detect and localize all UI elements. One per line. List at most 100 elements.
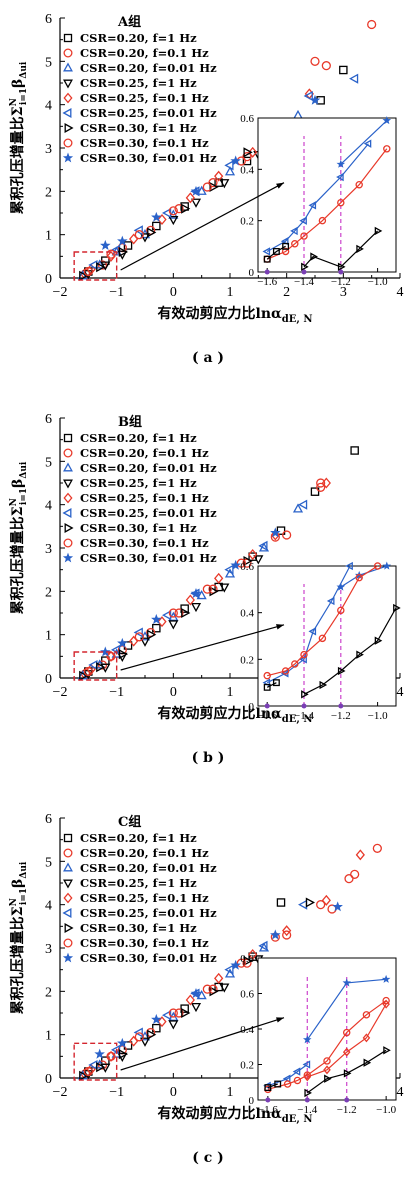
x-tick-label: 0 bbox=[170, 685, 177, 700]
y-tick-label: 2 bbox=[45, 985, 52, 1000]
data-point bbox=[276, 898, 286, 907]
data-point bbox=[157, 1016, 167, 1028]
zoom-arrow-head bbox=[276, 182, 284, 189]
legend-marker bbox=[63, 79, 73, 89]
y-tick-label: 1 bbox=[45, 1029, 52, 1044]
data-point bbox=[79, 270, 89, 281]
y-tick-label: 6 bbox=[45, 412, 52, 427]
data-point bbox=[96, 1062, 106, 1073]
y-tick-label: 5 bbox=[45, 855, 52, 870]
data-point bbox=[190, 1002, 202, 1013]
inset-data-point bbox=[282, 1074, 291, 1083]
group-label: B组 bbox=[118, 414, 142, 430]
data-point bbox=[208, 178, 218, 188]
data-point bbox=[224, 564, 234, 575]
y-axis-label: 累积孔压增量比ΣNi=1βΔui bbox=[9, 61, 29, 214]
inset-x-tick-label: −1.6 bbox=[257, 710, 277, 722]
data-point bbox=[258, 540, 268, 551]
data-point bbox=[190, 198, 202, 208]
inset-x-tick-label: −1.4 bbox=[294, 276, 314, 288]
inset-data-point bbox=[337, 198, 345, 207]
inset-axis-dot bbox=[264, 703, 270, 709]
data-point bbox=[219, 583, 230, 593]
data-point bbox=[367, 19, 377, 30]
inset-data-point bbox=[355, 573, 363, 582]
data-point bbox=[151, 1013, 162, 1024]
y-tick-label: 6 bbox=[45, 12, 52, 27]
inset-y-tick-label: 0.2 bbox=[240, 654, 254, 666]
inset-y-tick-label: 0.6 bbox=[240, 113, 254, 125]
y-tick-label: 3 bbox=[45, 542, 52, 557]
data-point bbox=[321, 477, 331, 489]
data-point bbox=[117, 235, 128, 246]
data-point bbox=[133, 627, 143, 638]
data-point bbox=[230, 559, 241, 570]
inset-data-point bbox=[302, 1035, 312, 1044]
inset-data-point bbox=[301, 690, 309, 699]
data-point bbox=[100, 239, 111, 250]
inset-y-tick-label: 0.6 bbox=[240, 989, 254, 1001]
data-point bbox=[348, 73, 359, 84]
inset-data-point bbox=[323, 1065, 331, 1075]
inset-data-point bbox=[310, 252, 318, 261]
data-point bbox=[157, 616, 167, 628]
inset-data-point bbox=[280, 237, 289, 246]
x-tick-label: −1 bbox=[109, 1085, 124, 1100]
legend-marker bbox=[64, 923, 74, 933]
inset-data-point bbox=[336, 172, 344, 182]
inset-data-point bbox=[281, 667, 290, 675]
data-point bbox=[168, 206, 178, 216]
y-tick-label: 0 bbox=[45, 1072, 52, 1087]
inset-chart: −1.6−1.4−1.2−1.000.20.40.60.8 bbox=[240, 953, 396, 1116]
data-point bbox=[180, 604, 189, 613]
inset-axis-dot bbox=[265, 1097, 271, 1103]
inset-data-point bbox=[326, 596, 335, 606]
data-point bbox=[94, 1048, 105, 1059]
data-point bbox=[134, 1032, 144, 1042]
data-point bbox=[134, 632, 144, 642]
legend-marker bbox=[62, 952, 74, 963]
chart-panel-a: −2 −1 0 1 2 3 4 0 1 2 3 4 5 6 有效动剪应力比lnαdE, N 累积孔压增量比ΣN… bbox=[9, 12, 404, 366]
zoom-box bbox=[73, 251, 118, 281]
inset-data-point bbox=[272, 248, 280, 255]
x-tick-label: 3 bbox=[340, 285, 347, 300]
group-label: A组 bbox=[117, 14, 141, 30]
inset-data-point bbox=[262, 247, 271, 256]
y-tick-label: 4 bbox=[45, 499, 52, 514]
data-point bbox=[236, 558, 246, 568]
inset-y-tick-label: 0.4 bbox=[240, 608, 254, 620]
inset-x-tick-label: −1.2 bbox=[337, 1104, 357, 1116]
data-point bbox=[339, 65, 348, 75]
inset-data-point bbox=[264, 1084, 272, 1092]
inset-data-point bbox=[382, 999, 390, 1009]
x-axis-label: 有效动剪应力比lnαdE, N bbox=[158, 305, 313, 325]
inset-data-point bbox=[373, 562, 382, 570]
legend-entry: CSR=0.25, f=0.01 Hz bbox=[80, 906, 217, 920]
inset-x-tick-label: −1.4 bbox=[297, 1104, 317, 1116]
data-point bbox=[152, 1023, 161, 1033]
inset-data-point bbox=[319, 680, 328, 690]
y-axis-label: 累积孔压增量比ΣNi=1βΔui bbox=[9, 861, 29, 1014]
data-point bbox=[100, 261, 111, 271]
inset-x-tick-label: −1.2 bbox=[331, 710, 351, 722]
data-point bbox=[282, 925, 292, 937]
inset-series-line bbox=[266, 565, 351, 684]
legend-entry: CSR=0.25, f=1 Hz bbox=[80, 76, 197, 90]
inset-data-point bbox=[263, 255, 271, 263]
x-tick-label: 4 bbox=[397, 1085, 404, 1100]
inset-frame bbox=[257, 117, 397, 273]
inset-data-point bbox=[356, 244, 364, 254]
inset-data-point bbox=[304, 1088, 312, 1098]
data-point bbox=[180, 1004, 189, 1013]
data-point bbox=[297, 899, 308, 910]
legend-marker bbox=[63, 892, 73, 904]
x-tick-label: 1 bbox=[227, 1085, 234, 1100]
data-point bbox=[248, 548, 258, 561]
data-point bbox=[139, 637, 151, 647]
inset-data-point bbox=[342, 978, 352, 987]
legend-marker bbox=[62, 908, 72, 918]
inset-data-point bbox=[290, 226, 298, 236]
inset-series-line bbox=[303, 230, 379, 268]
inset-data-point bbox=[363, 1058, 372, 1067]
inset-data-point bbox=[324, 1074, 332, 1083]
